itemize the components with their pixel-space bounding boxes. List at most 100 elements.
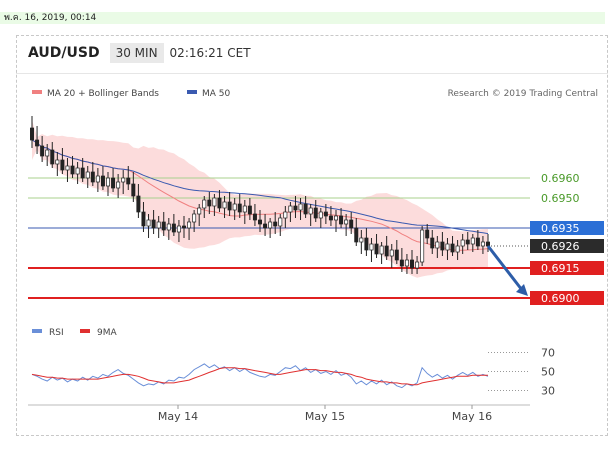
projection-arrow-shaft: [486, 245, 524, 291]
candle-body: [35, 139, 40, 147]
candle-body: [237, 203, 242, 213]
candle-body: [288, 205, 293, 213]
candle-body: [475, 237, 480, 247]
chart-frame: [16, 35, 608, 436]
candle-body: [156, 221, 161, 229]
resistance-label: 0.6950: [541, 192, 580, 205]
candle-body: [389, 249, 394, 257]
candle-body: [212, 197, 217, 207]
bollinger-band-area: [32, 120, 488, 278]
candle-body: [450, 243, 455, 253]
rsi-ma-legend-label: 9MA: [97, 328, 117, 338]
rsi-tick-label: 70: [541, 347, 555, 360]
candle-body: [187, 221, 192, 229]
candle-body: [430, 237, 435, 249]
credit-text: Research © 2019 Trading Central: [448, 89, 598, 99]
candle-body: [359, 237, 364, 243]
ma20-legend-swatch: [32, 90, 42, 94]
candle-body: [207, 199, 212, 207]
support-label: 0.6900: [541, 292, 580, 305]
candle-body: [192, 213, 197, 223]
candle-body: [65, 165, 70, 171]
candle-body: [166, 223, 171, 231]
candle-body: [182, 225, 186, 229]
candle-body: [40, 145, 45, 157]
candle-body: [95, 175, 100, 183]
date-stamp: พ.ค. 16, 2019, 00:14: [0, 12, 605, 24]
timeframe-badge[interactable]: 30 MIN: [109, 43, 164, 63]
candle-body: [263, 223, 268, 229]
candle-body: [460, 239, 465, 247]
time-axis-label: May 14: [158, 410, 198, 423]
candle-body: [283, 211, 288, 219]
projection-arrow-head: [516, 284, 528, 296]
candle-body: [197, 207, 202, 215]
candle-body: [85, 171, 90, 179]
candle-body: [161, 221, 166, 231]
candle-body: [399, 259, 404, 267]
rsi-ma-line: [31, 367, 488, 386]
pivot-label: 0.6935: [541, 222, 580, 235]
candle-body: [171, 223, 176, 233]
candle-body: [435, 241, 440, 249]
candle-body: [70, 165, 75, 175]
resistance-label: 0.6960: [541, 172, 580, 185]
candle-body: [116, 181, 121, 189]
candle-body: [425, 229, 430, 239]
candle-body: [268, 221, 273, 229]
candle-body: [151, 219, 156, 229]
rsi-legend-swatch: [32, 329, 42, 333]
candle-body: [131, 183, 136, 197]
time-axis-label: May 15: [305, 410, 345, 423]
candle-body: [445, 243, 450, 251]
candle-body: [298, 203, 303, 211]
candle-body: [293, 205, 298, 211]
support-label: 0.6915: [541, 262, 580, 275]
candle-body: [50, 149, 55, 165]
candle-body: [379, 245, 384, 255]
currency-pair-title: AUD/USD: [28, 45, 100, 61]
header-divider: [16, 73, 608, 74]
candle-body: [232, 203, 237, 211]
candle-body: [334, 215, 338, 221]
rsi-legend-label: RSI: [49, 328, 64, 338]
candle-body: [384, 245, 389, 257]
support-tag: [530, 291, 604, 305]
rsi-tick-label: 30: [541, 385, 555, 398]
candle-body: [141, 211, 146, 227]
candle-body: [323, 211, 328, 217]
candle-body: [146, 219, 151, 227]
candle-body: [440, 241, 445, 251]
candle-body: [202, 199, 207, 209]
candle-body: [354, 227, 359, 243]
candle-body: [420, 229, 425, 263]
candle-body: [364, 237, 369, 251]
chart-header: AUD/USD 30 MIN 02:16:21 CET: [28, 42, 251, 64]
time-axis-label: May 16: [452, 410, 492, 423]
candle-body: [247, 205, 252, 215]
candle-body: [30, 127, 34, 141]
rsi-tick-label: 50: [541, 366, 555, 379]
candle-body: [328, 215, 333, 221]
candle-body: [465, 239, 470, 245]
candle-body: [106, 177, 110, 187]
candle-body: [55, 159, 60, 165]
ma50-legend-swatch: [187, 90, 197, 94]
candle-body: [242, 205, 247, 213]
candle-body: [308, 207, 313, 215]
candle-body: [344, 219, 349, 225]
candle-body: [313, 207, 318, 219]
pivot-tag: [530, 221, 604, 235]
candle-body: [455, 245, 460, 253]
candle-body: [100, 175, 105, 187]
clock-readout: 02:16:21 CET: [169, 46, 251, 60]
candle-body: [480, 241, 485, 247]
candle-body: [75, 167, 80, 175]
candle-body: [60, 159, 65, 171]
candle-body: [90, 171, 95, 183]
ma50-line: [31, 139, 489, 235]
candle-body: [470, 237, 475, 245]
candle-body: [252, 213, 257, 221]
rsi-ma-legend-swatch: [80, 329, 90, 333]
candle-body: [369, 243, 374, 251]
